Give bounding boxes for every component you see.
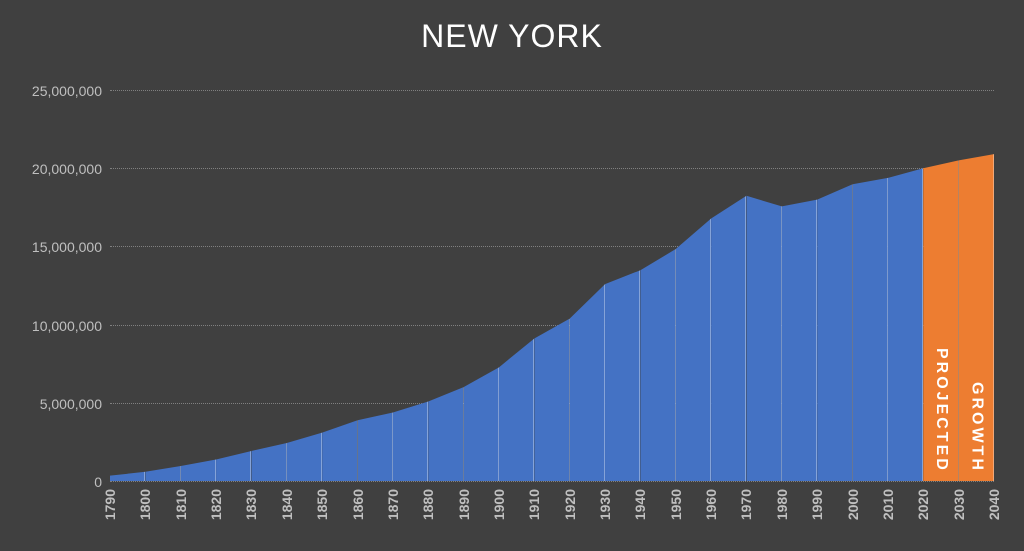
historical-bar — [605, 90, 640, 481]
x-tick-label: 1860 — [350, 489, 366, 520]
historical-bar — [817, 90, 852, 481]
x-tick-label: 1930 — [597, 489, 613, 520]
x-tick-label: 1950 — [668, 489, 684, 520]
historical-bar — [782, 90, 817, 481]
historical-bar — [145, 90, 180, 481]
x-tick-label: 1970 — [738, 489, 754, 520]
x-tick-label: 1980 — [774, 489, 790, 520]
x-tick-label: 1880 — [420, 489, 436, 520]
historical-bar — [251, 90, 286, 481]
historical-bar — [287, 90, 322, 481]
historical-bar — [110, 90, 145, 481]
population-chart: NEW YORK 05,000,00010,000,00015,000,0002… — [0, 0, 1024, 551]
x-tick-label: 1900 — [491, 489, 507, 520]
historical-bar — [888, 90, 923, 481]
y-tick-label: 5,000,000 — [40, 396, 110, 412]
historical-bar — [640, 90, 675, 481]
x-tick-label: 1910 — [526, 489, 542, 520]
x-tick-label: 2040 — [986, 489, 1002, 520]
x-tick-label: 1870 — [385, 489, 401, 520]
historical-bar — [570, 90, 605, 481]
x-tick-label: 2020 — [915, 489, 931, 520]
historical-bar — [428, 90, 463, 481]
projected-label-wrap: PROJECTED — [923, 168, 958, 481]
y-tick-label: 20,000,000 — [32, 161, 110, 177]
historical-bar — [216, 90, 251, 481]
x-tick-label: 1830 — [243, 489, 259, 520]
historical-bar — [711, 90, 746, 481]
projected-label: GROWTH — [967, 382, 985, 473]
x-tick-label: 2010 — [880, 489, 896, 520]
x-tick-label: 1800 — [137, 489, 153, 520]
x-tick-label: 1960 — [703, 489, 719, 520]
x-tick-label: 1810 — [173, 489, 189, 520]
bars-group: PROJECTED GROWTH — [110, 90, 994, 481]
x-tick-label: 1820 — [208, 489, 224, 520]
x-tick-label: 1990 — [809, 489, 825, 520]
historical-bar — [676, 90, 711, 481]
x-tick-label: 2030 — [951, 489, 967, 520]
projected-label: PROJECTED — [932, 348, 950, 473]
x-tick-label: 1940 — [632, 489, 648, 520]
x-tick-label: 1890 — [456, 489, 472, 520]
y-tick-label: 0 — [94, 474, 110, 490]
historical-bar — [499, 90, 534, 481]
historical-bar — [464, 90, 499, 481]
plot-area: 05,000,00010,000,00015,000,00020,000,000… — [110, 90, 994, 481]
historical-bar — [534, 90, 569, 481]
projected-label-wrap: GROWTH — [959, 160, 994, 481]
historical-bar — [853, 90, 888, 481]
chart-title: NEW YORK — [0, 18, 1024, 55]
historical-bar — [393, 90, 428, 481]
x-tick-label: 1850 — [314, 489, 330, 520]
historical-bar — [358, 90, 393, 481]
x-tick-label: 1790 — [102, 489, 118, 520]
x-tick-label: 1920 — [562, 489, 578, 520]
y-tick-label: 10,000,000 — [32, 318, 110, 334]
x-tick-label: 2000 — [845, 489, 861, 520]
y-tick-label: 25,000,000 — [32, 83, 110, 99]
y-tick-label: 15,000,000 — [32, 239, 110, 255]
historical-bar — [181, 90, 216, 481]
historical-bar — [746, 90, 781, 481]
x-axis: 1790180018101820183018401850186018701880… — [110, 481, 994, 551]
x-tick-label: 1840 — [279, 489, 295, 520]
historical-bar — [322, 90, 357, 481]
